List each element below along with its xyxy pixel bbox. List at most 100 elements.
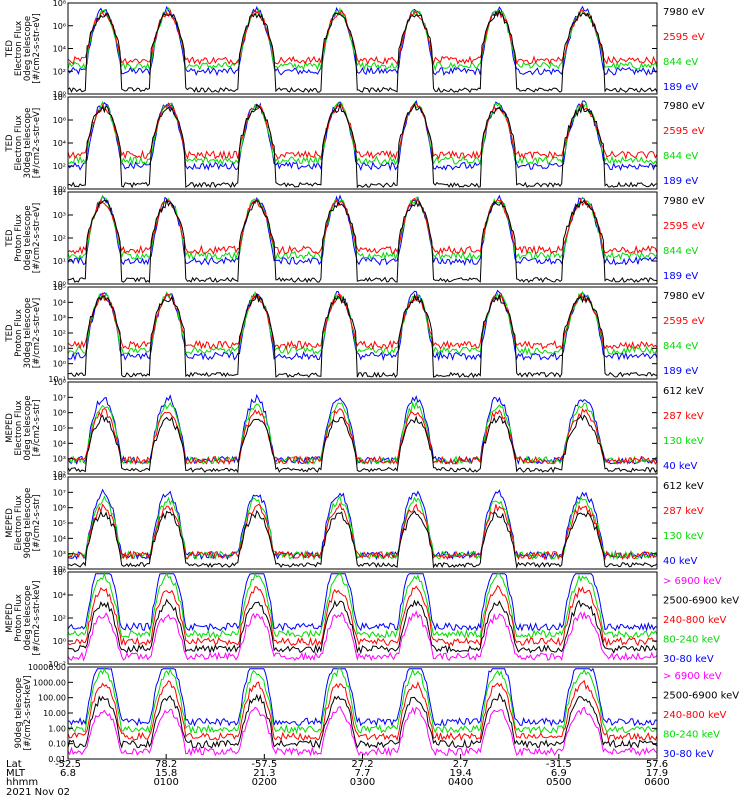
legend-entry: 40 keV [663, 556, 697, 567]
y-axis-label-line: 30deg telescope [23, 298, 33, 369]
legend-entry: 80-240 keV [663, 730, 720, 741]
legend-entry: 287 keV [663, 411, 704, 422]
x-tick-label: -57.5 [251, 759, 277, 770]
y-tick-label: 100.00 [38, 694, 66, 703]
y-axis-label-line: Electron Flux [14, 400, 24, 455]
y-tick-label: 10⁴ [53, 439, 66, 448]
y-axis-label-line: TED [5, 39, 15, 58]
legend-entry: 287 keV [663, 506, 704, 517]
series-trace-189-ev [68, 5, 657, 77]
legend-entry: 40 keV [663, 461, 697, 472]
y-axis-label-line: Proton Flux [14, 214, 24, 262]
series-trace-844-ev [68, 100, 657, 166]
series-trace-2500-6900-kev [68, 692, 657, 749]
y-tick-label: 10⁸ [53, 473, 66, 482]
y-tick-label: 10000.00 [28, 663, 66, 672]
y-tick-label: 10.00 [43, 709, 66, 718]
legend-entry: 7980 eV [663, 196, 705, 207]
y-axis-label-line: 90deg telescope [14, 678, 24, 749]
y-tick-label: 10⁵ [53, 283, 66, 292]
legend-entry: 240-800 keV [663, 710, 727, 721]
chart-panel-5: 10² 10³ 10⁴ 10⁵ 10⁶ 10⁷ 10⁸ MEPED Electron Flux 0… [5, 378, 704, 479]
y-tick-label: 10² [53, 67, 66, 76]
chart-panel-4: 10⁻¹ 10⁰ 10¹ 10² 10³ 10⁴ 10⁵ TED Proton Flux 30de… [5, 283, 705, 384]
series-trace-7980-ev [68, 292, 657, 379]
trace-group-4 [68, 289, 657, 379]
trace-group-6 [68, 488, 657, 569]
plot-frame [67, 666, 658, 760]
y-tick-label: 10⁶ [53, 116, 66, 125]
chart-panel-6: 10² 10³ 10⁴ 10⁵ 10⁶ 10⁷ 10⁸ MEPED Electron Flux 9… [5, 473, 704, 574]
series-trace-189-ev [68, 99, 657, 172]
y-axis-label-line: TED [5, 229, 15, 248]
legend-entry: 30-80 keV [663, 749, 714, 760]
series-trace-30-80-kev [68, 667, 657, 727]
plot-frame [67, 191, 658, 285]
series-trace-80-240-kev [68, 667, 657, 735]
legend-entry: > 6900 keV [663, 576, 722, 587]
series-trace-612-kev [68, 414, 657, 474]
y-axis-label-line: 0deg telescope [23, 205, 33, 270]
legend-entry: 2500-6900 keV [663, 596, 739, 607]
y-tick-label: 10⁰ [53, 637, 66, 646]
date-label: 2021 Nov 02 [6, 787, 70, 798]
series-trace-287-kev [68, 502, 657, 561]
series-trace-7980-ev [68, 102, 657, 189]
y-tick-label: 10⁴ [53, 45, 66, 54]
series-trace-80-240-kev [68, 572, 657, 640]
y-axis-label-line: MEPED [5, 413, 15, 443]
x-tick-label: 0100 [153, 777, 178, 788]
legend-entry: 130 keV [663, 531, 704, 542]
legend-entry: 7980 eV [663, 101, 705, 112]
x-tick-label: 27.2 [351, 759, 373, 770]
legend-entry: 2595 eV [663, 221, 705, 232]
chart-panels: 10⁰ 10² 10⁴ 10⁶ 10⁸ TED Electron Flux 0deg tele… [5, 0, 739, 764]
legend-entry: 612 keV [663, 481, 704, 492]
x-tick-label: 0600 [644, 777, 669, 788]
y-tick-label: 10³ [53, 455, 66, 464]
legend-entry: 189 eV [663, 82, 698, 93]
x-tick-label: 2.7 [453, 759, 469, 770]
series-trace-287-kev [68, 408, 657, 466]
trace-group-8 [68, 667, 657, 757]
y-tick-label: 10⁵ [53, 424, 66, 433]
y-axis-label-line: 0deg telescope [23, 585, 33, 650]
y-tick-label: 10⁴ [53, 139, 66, 148]
series-trace-240-800-kev [68, 584, 657, 648]
y-tick-label: 10⁸ [53, 378, 66, 387]
y-axis-label-line: TED [5, 134, 15, 153]
y-tick-label: 10³ [53, 211, 66, 220]
y-axis-label-line: [#/cm2-s-str-eV] [32, 108, 42, 178]
legend-entry: 7980 eV [663, 7, 705, 18]
y-tick-label: 10⁶ [53, 568, 66, 577]
series-trace-130-kev [68, 400, 657, 466]
legend-entry: 240-800 keV [663, 615, 727, 626]
legend-entry: > 6900 keV [663, 671, 722, 682]
legend-entry: 2500-6900 keV [663, 691, 739, 702]
y-tick-label: 10¹ [53, 344, 66, 353]
series-trace-189-ev [68, 289, 657, 362]
chart-panel-2: 10⁰ 10² 10⁴ 10⁶ 10⁸ TED Electron Flux 30deg tel… [5, 93, 705, 194]
y-axis-label-line: 90deg telescope [23, 488, 33, 559]
y-axis-label-line: [#/cm2-s-str] [32, 400, 42, 457]
y-axis-label-line: [#/cm2-s-str-keV] [32, 581, 42, 656]
series-trace-2595-ev [68, 102, 657, 161]
series-trace-7980-ev [68, 197, 657, 284]
trace-group-3 [68, 194, 657, 284]
y-tick-label: 10⁴ [53, 591, 66, 600]
y-axis-label-line: Electron Flux [14, 495, 24, 550]
series-trace-40-kev [68, 488, 657, 561]
y-tick-label: 10⁷ [53, 488, 66, 497]
trace-group-7 [68, 572, 657, 662]
y-tick-label: 10⁷ [53, 393, 66, 402]
trace-group-5 [68, 393, 657, 474]
y-tick-label: 10⁴ [53, 188, 66, 197]
legend-entry: 844 eV [663, 57, 698, 68]
y-tick-label: 10² [53, 162, 66, 171]
series-trace-189-ev [68, 194, 657, 266]
y-tick-label: 10⁶ [53, 409, 66, 418]
y-tick-label: 10⁰ [53, 280, 66, 289]
series-trace-844-ev [68, 290, 657, 356]
plot-frame [67, 286, 658, 380]
